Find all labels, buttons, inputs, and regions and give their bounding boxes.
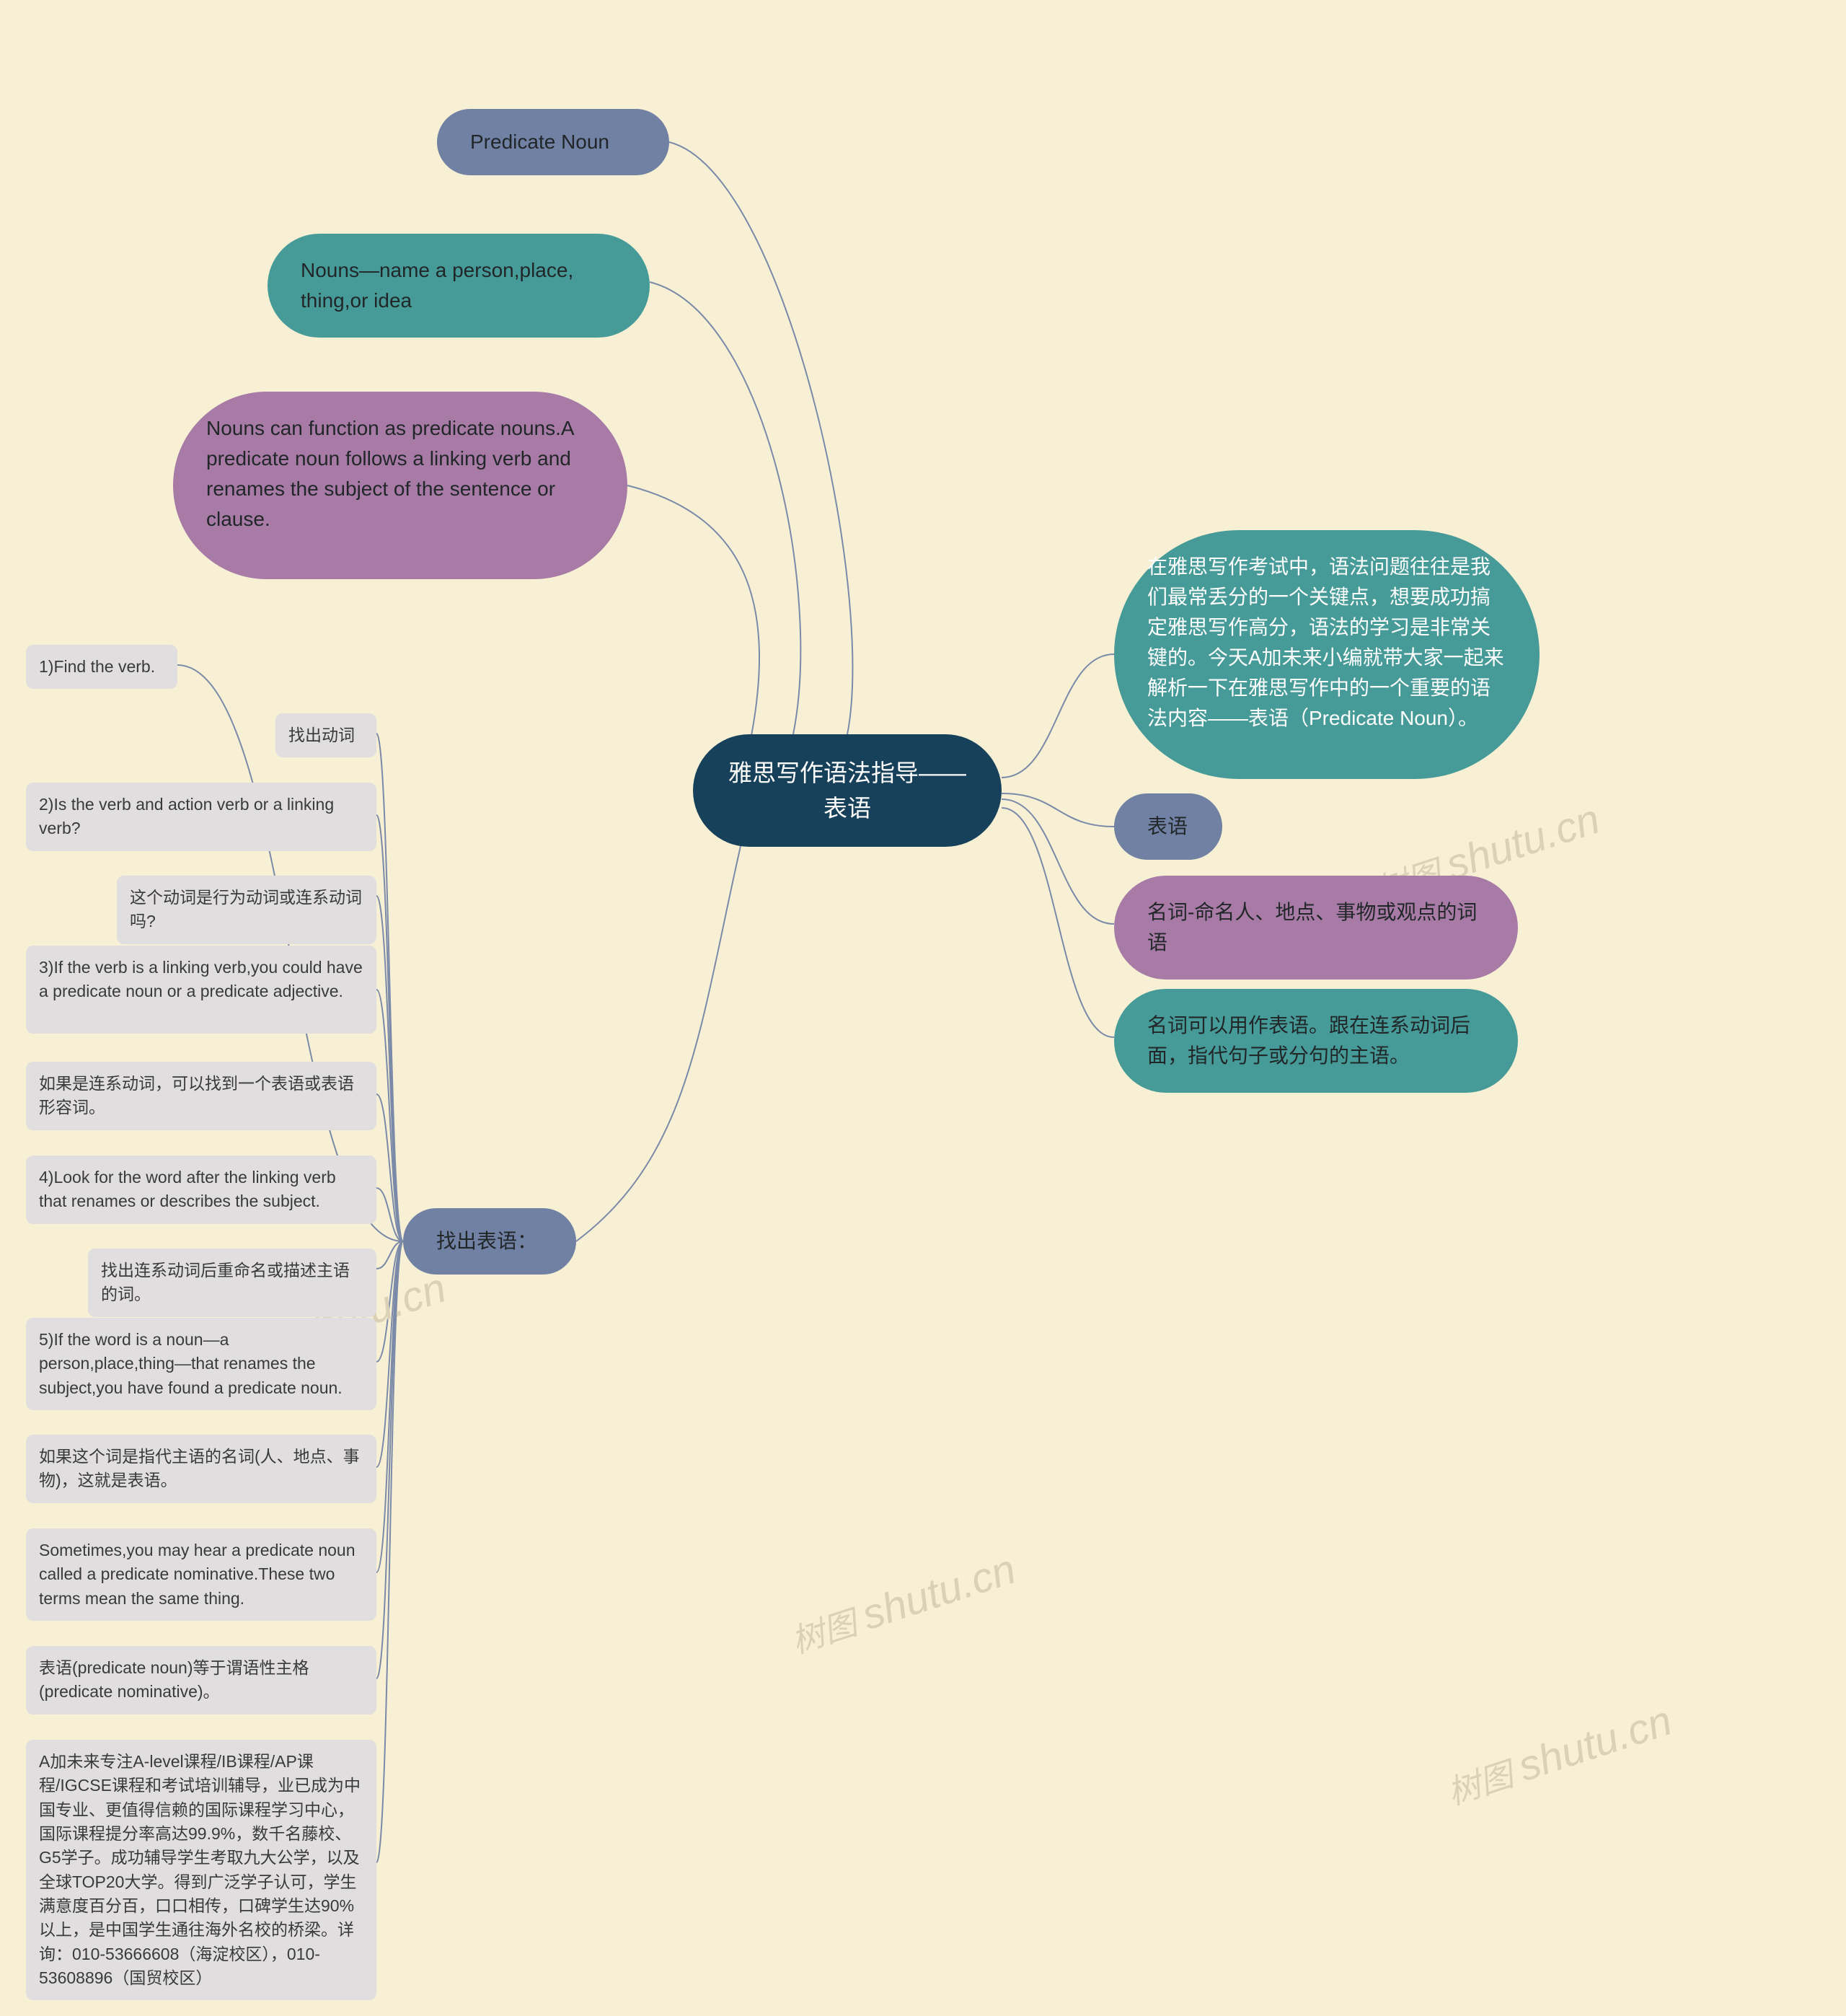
edge — [376, 896, 403, 1241]
leaf-label: A加未来专注A-level课程/IB课程/AP课程/IGCSE课程和考试培训辅导… — [39, 1752, 361, 1987]
leaf-node-l10[interactable]: 如果这个词是指代主语的名词(人、地点、事物)，这就是表语。 — [26, 1435, 376, 1503]
leaf-node-l2[interactable]: 找出动词 — [275, 713, 376, 757]
leaf-node-l1[interactable]: 1)Find the verb. — [26, 645, 177, 689]
mindmap-node-n2[interactable]: Nouns—name a person,place, thing,or idea — [268, 234, 650, 338]
leaf-label: 如果是连系动词，可以找到一个表语或表语形容词。 — [39, 1074, 354, 1117]
mindmap-node-r3[interactable]: 名词-命名人、地点、事物或观点的词语 — [1114, 876, 1518, 980]
node-label: 找出表语： — [436, 1226, 543, 1256]
leaf-label: 3)If the verb is a linking verb,you coul… — [39, 958, 363, 1000]
edge — [376, 1241, 403, 1678]
leaf-node-l3[interactable]: 2)Is the verb and action verb or a linki… — [26, 783, 376, 851]
edge — [376, 815, 403, 1241]
edge — [1002, 654, 1114, 778]
leaf-label: 表语(predicate noun)等于谓语性主格(predicate nomi… — [39, 1658, 309, 1701]
mindmap-node-r1[interactable]: 在雅思写作考试中，语法问题往往是我们最常丢分的一个关键点，想要成功搞定雅思写作高… — [1114, 530, 1540, 779]
mindmap-node-n1[interactable]: Predicate Noun — [437, 109, 669, 175]
mindmap-canvas: 树图 shutu.cn树图 shutu.cn树图 shutu.cn树图 shut… — [0, 0, 1846, 2016]
leaf-node-l12[interactable]: 表语(predicate noun)等于谓语性主格(predicate nomi… — [26, 1646, 376, 1715]
mindmap-node-r4[interactable]: 名词可以用作表语。跟在连系动词后面，指代句子或分句的主语。 — [1114, 989, 1518, 1093]
watermark: 树图 shutu.cn — [785, 1545, 1022, 1663]
leaf-node-l8[interactable]: 找出连系动词后重命名或描述主语的词。 — [88, 1249, 376, 1317]
leaf-label: 2)Is the verb and action verb or a linki… — [39, 795, 334, 837]
edge — [376, 1094, 403, 1241]
edge — [1002, 808, 1114, 1037]
mindmap-node-root[interactable]: 雅思写作语法指导——表语 — [693, 734, 1002, 847]
edge — [376, 1241, 403, 1362]
node-label: 名词可以用作表语。跟在连系动词后面，指代句子或分句的主语。 — [1147, 1011, 1485, 1071]
edge — [627, 485, 759, 743]
edge — [376, 1241, 403, 1467]
edge — [376, 1241, 403, 1572]
mindmap-node-find[interactable]: 找出表语： — [403, 1208, 576, 1275]
node-label: 表语 — [1147, 811, 1189, 842]
leaf-label: 如果这个词是指代主语的名词(人、地点、事物)，这就是表语。 — [39, 1447, 360, 1489]
leaf-node-l4[interactable]: 这个动词是行为动词或连系动词吗? — [117, 876, 376, 944]
leaf-label: 1)Find the verb. — [39, 657, 155, 676]
leaf-node-l9[interactable]: 5)If the word is a noun—a person,place,t… — [26, 1318, 376, 1410]
node-label: 雅思写作语法指导——表语 — [726, 755, 968, 827]
edge — [1002, 799, 1114, 924]
node-label: 在雅思写作考试中，语法问题往往是我们最常丢分的一个关键点，想要成功搞定雅思写作高… — [1147, 552, 1506, 734]
leaf-node-l5[interactable]: 3)If the verb is a linking verb,you coul… — [26, 946, 376, 1034]
edge — [576, 837, 743, 1241]
edge — [376, 734, 403, 1241]
leaf-label: 4)Look for the word after the linking ve… — [39, 1168, 336, 1210]
leaf-node-l7[interactable]: 4)Look for the word after the linking ve… — [26, 1156, 376, 1224]
leaf-label: 这个动词是行为动词或连系动词吗? — [130, 888, 362, 930]
node-label: Nouns—name a person,place, thing,or idea — [301, 255, 617, 316]
leaf-label: 找出连系动词后重命名或描述主语的词。 — [101, 1261, 350, 1303]
edge — [376, 990, 403, 1241]
edge — [376, 1188, 403, 1241]
leaf-node-l13[interactable]: A加未来专注A-level课程/IB课程/AP课程/IGCSE课程和考试培训辅导… — [26, 1740, 376, 2000]
edge — [669, 142, 852, 734]
edge — [650, 282, 800, 734]
edge — [376, 1241, 403, 1862]
mindmap-node-n3[interactable]: Nouns can function as predicate nouns.A … — [173, 392, 627, 579]
leaf-node-l11[interactable]: Sometimes,you may hear a predicate noun … — [26, 1528, 376, 1621]
leaf-label: 找出动词 — [288, 726, 355, 744]
node-label: 名词-命名人、地点、事物或观点的词语 — [1147, 897, 1485, 958]
leaf-label: Sometimes,you may hear a predicate noun … — [39, 1541, 355, 1608]
edge — [376, 1241, 403, 1269]
edge — [1002, 793, 1114, 827]
leaf-label: 5)If the word is a noun—a person,place,t… — [39, 1330, 343, 1397]
mindmap-node-r2[interactable]: 表语 — [1114, 793, 1222, 860]
leaf-node-l6[interactable]: 如果是连系动词，可以找到一个表语或表语形容词。 — [26, 1062, 376, 1130]
node-label: Predicate Noun — [470, 127, 636, 157]
watermark: 树图 shutu.cn — [1441, 1696, 1678, 1815]
node-label: Nouns can function as predicate nouns.A … — [206, 413, 594, 534]
